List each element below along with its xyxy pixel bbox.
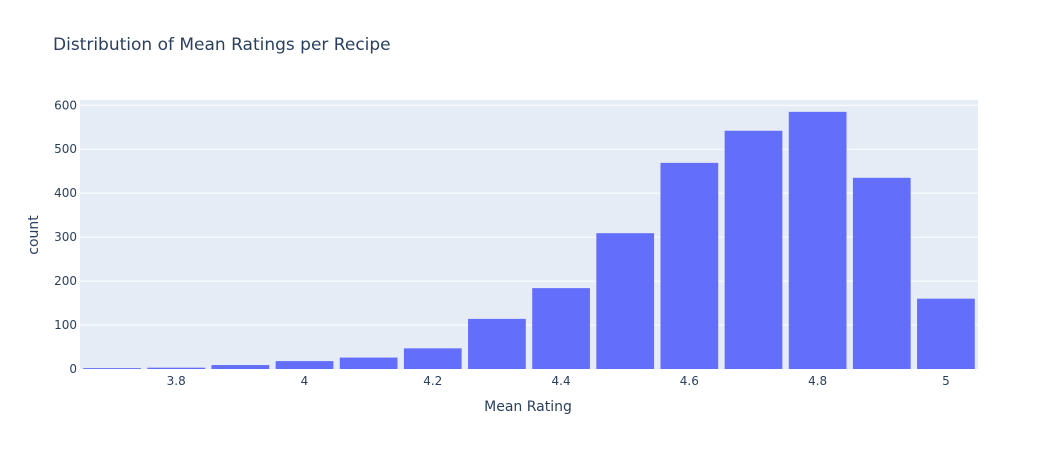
histogram-bar[interactable] bbox=[852, 177, 911, 369]
chart-title: Distribution of Mean Ratings per Recipe bbox=[53, 35, 391, 55]
y-tick-label: 400 bbox=[54, 186, 77, 200]
x-tick-label: 4 bbox=[301, 374, 309, 388]
histogram-bar[interactable] bbox=[917, 298, 975, 369]
x-tick-label: 4.8 bbox=[808, 374, 827, 388]
x-tick-label: 4.2 bbox=[423, 374, 442, 388]
x-axis-title: Mean Rating bbox=[484, 399, 572, 415]
y-tick-label: 500 bbox=[54, 142, 77, 156]
x-axis-ticks: 3.8 4 4.2 4.4 4.6 4.8 5 bbox=[167, 374, 950, 388]
x-tick-label: 5 bbox=[942, 374, 950, 388]
histogram-bar[interactable] bbox=[788, 111, 847, 369]
y-tick-label: 100 bbox=[54, 318, 77, 332]
histogram-bar[interactable] bbox=[211, 365, 270, 369]
y-tick-label: 0 bbox=[69, 362, 77, 376]
x-tick-label: 4.4 bbox=[552, 374, 571, 388]
histogram-bar[interactable] bbox=[596, 233, 655, 369]
y-tick-label: 300 bbox=[54, 230, 77, 244]
y-tick-label: 600 bbox=[54, 98, 77, 112]
y-axis-ticks: 0 100 200 300 400 500 600 bbox=[54, 98, 77, 376]
x-tick-label: 4.6 bbox=[680, 374, 699, 388]
histogram-bar[interactable] bbox=[147, 367, 206, 369]
histogram-bar[interactable] bbox=[83, 368, 141, 369]
histogram-bar[interactable] bbox=[275, 361, 334, 369]
histogram-bar[interactable] bbox=[403, 348, 462, 369]
histogram-bar[interactable] bbox=[660, 162, 719, 369]
y-tick-label: 200 bbox=[54, 274, 77, 288]
histogram-bar[interactable] bbox=[339, 357, 398, 369]
y-axis-title: count bbox=[26, 215, 42, 255]
histogram-bar[interactable] bbox=[532, 288, 590, 369]
x-tick-label: 3.8 bbox=[167, 374, 186, 388]
bars bbox=[83, 111, 975, 369]
gridlines bbox=[80, 104, 978, 326]
histogram-bar[interactable] bbox=[724, 130, 783, 369]
histogram-bar[interactable] bbox=[468, 318, 526, 369]
